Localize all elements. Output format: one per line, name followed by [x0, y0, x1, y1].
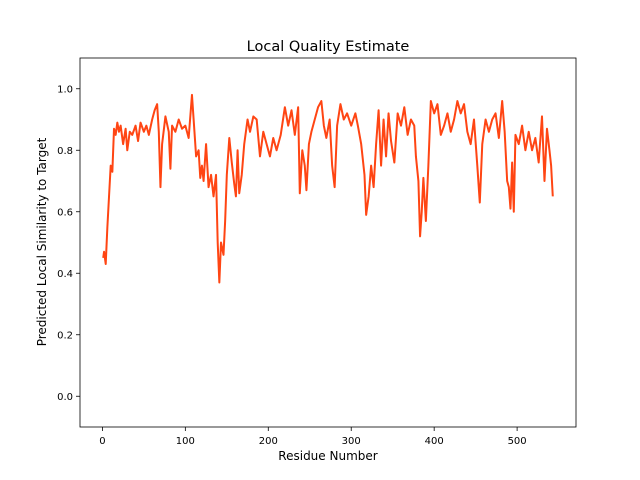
x-tick-label: 0: [99, 436, 105, 447]
data-line: [102, 93, 554, 284]
plot-frame: [79, 57, 577, 428]
y-tick-label: 0.0: [57, 392, 73, 403]
x-tick-label: 400: [425, 436, 444, 447]
y-tick-label: 1.0: [57, 84, 73, 95]
y-axis-label: Predicted Local Similarity to Target: [35, 137, 49, 346]
y-tick-label: 0.6: [57, 207, 73, 218]
y-tick-label: 0.2: [57, 330, 73, 341]
y-tick-label: 0.8: [57, 146, 73, 157]
x-axis-label: Residue Number: [278, 449, 377, 463]
chart-title: Local Quality Estimate: [247, 39, 410, 55]
y-tick-label: 0.4: [57, 269, 73, 280]
x-tick-label: 200: [259, 436, 278, 447]
x-tick-label: 500: [508, 436, 527, 447]
x-tick-label: 300: [342, 436, 361, 447]
x-tick-label: 100: [176, 436, 195, 447]
